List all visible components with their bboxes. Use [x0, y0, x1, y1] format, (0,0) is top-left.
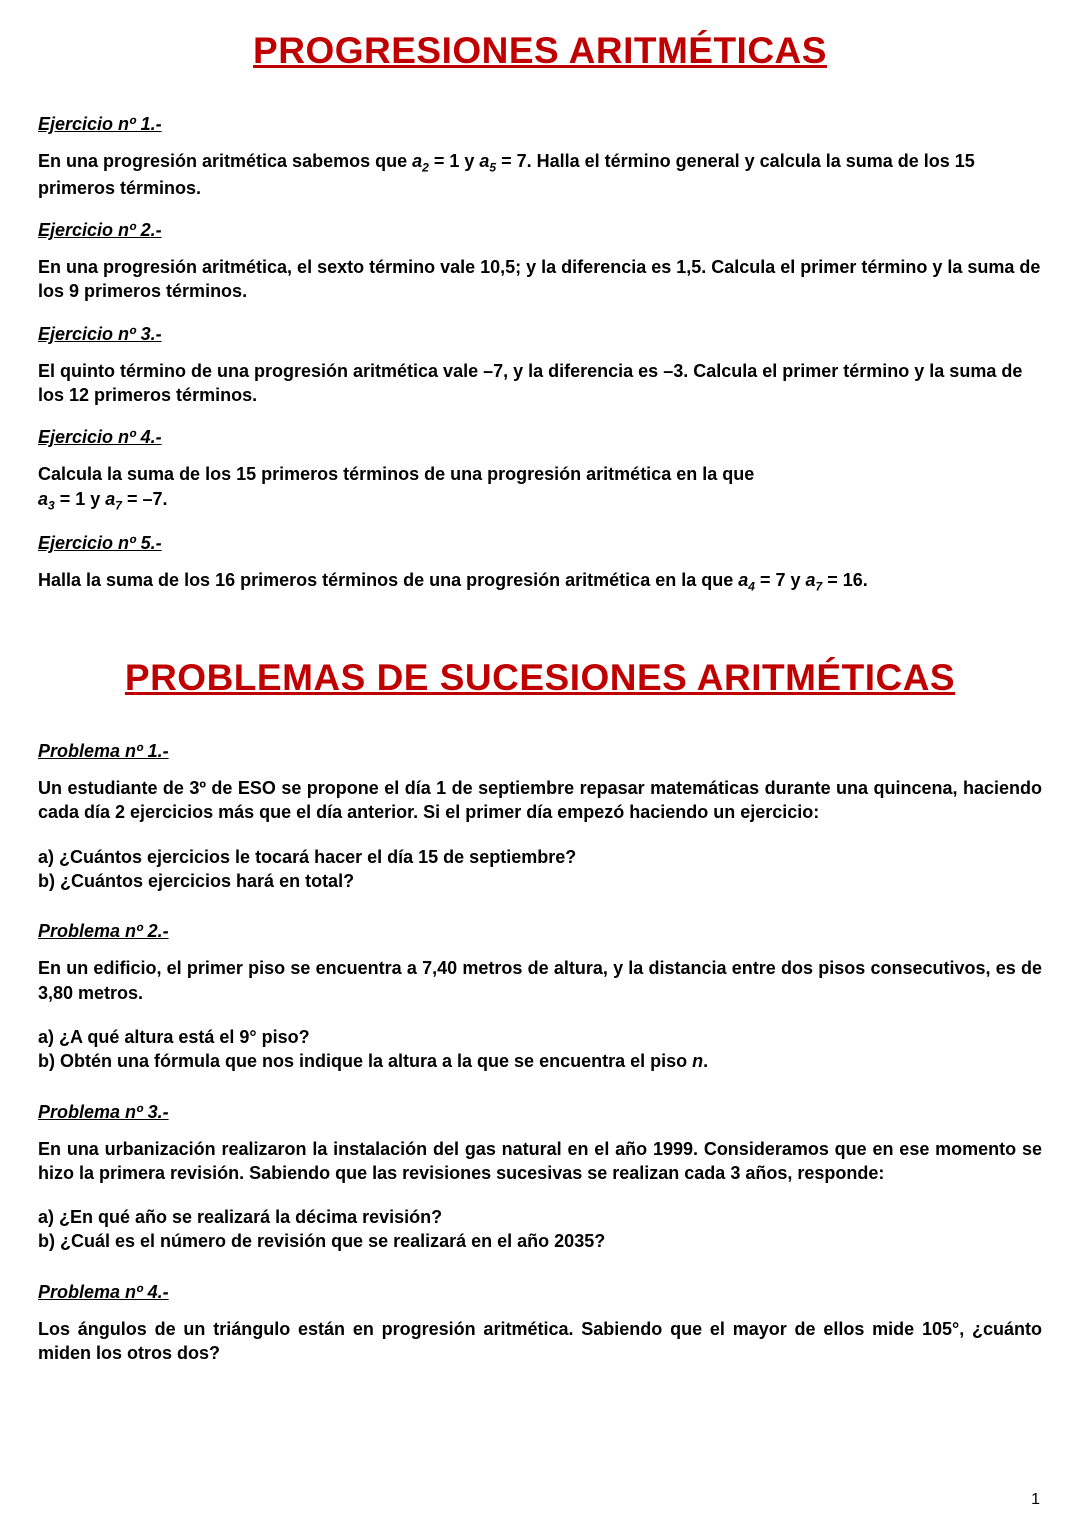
ej4-a3v: a	[38, 489, 48, 509]
ej5-a4v: a	[738, 570, 748, 590]
problema-4-body: Los ángulos de un triángulo están en pro…	[38, 1317, 1042, 1366]
problema-3-head: Problema nº 3.-	[38, 1102, 1042, 1123]
p2-b-n: n	[692, 1051, 703, 1071]
ej5-a4s: 4	[748, 580, 755, 594]
ejercicio-3-body: El quinto término de una progresión arit…	[38, 359, 1042, 408]
ej4-a7s: 7	[115, 498, 122, 512]
problema-3-body: En una urbanización realizaron la instal…	[38, 1137, 1042, 1186]
ej5-a7v: a	[805, 570, 815, 590]
ejercicio-1-body: En una progresión aritmética sabemos que…	[38, 149, 1042, 200]
ejercicio-3-head: Ejercicio nº 3.-	[38, 324, 1042, 345]
ej4-eq1: = 1 y	[55, 489, 106, 509]
p2-b-post: .	[703, 1051, 708, 1071]
ejercicio-4-body: Calcula la suma de los 15 primeros térmi…	[38, 462, 1042, 513]
problema-1-a: a) ¿Cuántos ejercicios le tocará hacer e…	[38, 845, 1042, 869]
ej4-line1: Calcula la suma de los 15 primeros térmi…	[38, 464, 754, 484]
problema-2-list: a) ¿A qué altura está el 9° piso? b) Obt…	[38, 1025, 1042, 1074]
problema-3-b: b) ¿Cuál es el número de revisión que se…	[38, 1229, 1042, 1253]
problema-1-b: b) ¿Cuántos ejercicios hará en total?	[38, 869, 1042, 893]
problema-2-body: En un edificio, el primer piso se encuen…	[38, 956, 1042, 1005]
main-title-1: PROGRESIONES ARITMÉTICAS	[38, 30, 1042, 72]
problema-4-head: Problema nº 4.-	[38, 1282, 1042, 1303]
page-number: 1	[1031, 1491, 1040, 1509]
ej1-a2v: a	[412, 151, 422, 171]
ej4-a7v: a	[105, 489, 115, 509]
main-title-2: PROBLEMAS DE SUCESIONES ARITMÉTICAS	[38, 657, 1042, 699]
ej1-a5v: a	[479, 151, 489, 171]
problema-3-list: a) ¿En qué año se realizará la décima re…	[38, 1205, 1042, 1254]
problema-2-head: Problema nº 2.-	[38, 921, 1042, 942]
ejercicio-5-body: Halla la suma de los 16 primeros término…	[38, 568, 1042, 595]
problema-1-body: Un estudiante de 3º de ESO se propone el…	[38, 776, 1042, 825]
problema-1-head: Problema nº 1.-	[38, 741, 1042, 762]
problema-2-b: b) Obtén una fórmula que nos indique la …	[38, 1049, 1042, 1073]
ej1-a2s: 2	[422, 161, 429, 175]
ej5-pre: Halla la suma de los 16 primeros término…	[38, 570, 738, 590]
ej4-a3s: 3	[48, 498, 55, 512]
ej1-pre: En una progresión aritmética sabemos que	[38, 151, 412, 171]
ejercicio-4-head: Ejercicio nº 4.-	[38, 427, 1042, 448]
ejercicio-2-head: Ejercicio nº 2.-	[38, 220, 1042, 241]
ej1-eq1: = 1 y	[429, 151, 480, 171]
problema-3-a: a) ¿En qué año se realizará la décima re…	[38, 1205, 1042, 1229]
ejercicio-5-head: Ejercicio nº 5.-	[38, 533, 1042, 554]
ej5-eq2: = 16.	[822, 570, 868, 590]
ejercicio-1-head: Ejercicio nº 1.-	[38, 114, 1042, 135]
ejercicio-2-body: En una progresión aritmética, el sexto t…	[38, 255, 1042, 304]
ej5-eq1: = 7 y	[755, 570, 806, 590]
problema-1-list: a) ¿Cuántos ejercicios le tocará hacer e…	[38, 845, 1042, 894]
p2-b-pre: b) Obtén una fórmula que nos indique la …	[38, 1051, 692, 1071]
ej4-eq2: = –7.	[122, 489, 168, 509]
problema-2-a: a) ¿A qué altura está el 9° piso?	[38, 1025, 1042, 1049]
